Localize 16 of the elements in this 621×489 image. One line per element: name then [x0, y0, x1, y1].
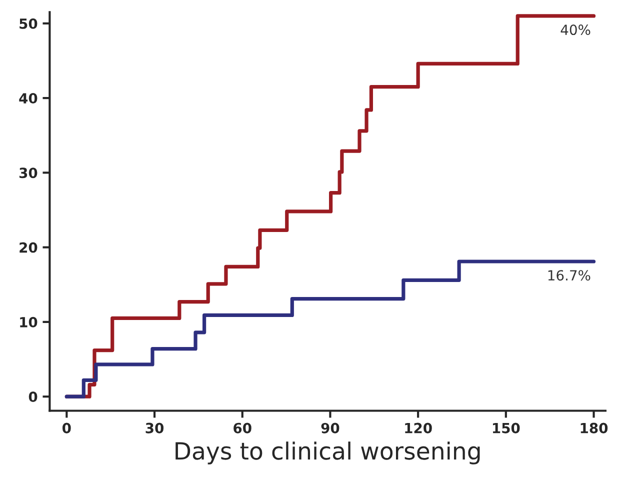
x-axis-title: Days to clinical worsening	[176, 442, 480, 464]
y-tick-label: 30	[19, 168, 38, 178]
y-tick-label: 10	[20, 316, 38, 328]
annotation: 16.7%	[548, 270, 590, 281]
x-tick-label: 150	[492, 422, 520, 434]
y-tick-label: 40	[19, 93, 38, 104]
x-tick-label: 90	[321, 422, 340, 434]
x-tick-label: 120	[405, 422, 432, 434]
x-tick-label: 0	[62, 422, 71, 434]
y-tick-label: 50	[20, 18, 38, 29]
x-tick-label: 30	[146, 422, 164, 434]
x-tick-label: 180	[580, 422, 608, 434]
x-tick-label: 60	[234, 422, 252, 434]
annotation: 40%	[560, 24, 590, 36]
y-tick-label: 20	[20, 242, 38, 253]
y-tick-label: 0	[28, 392, 38, 402]
